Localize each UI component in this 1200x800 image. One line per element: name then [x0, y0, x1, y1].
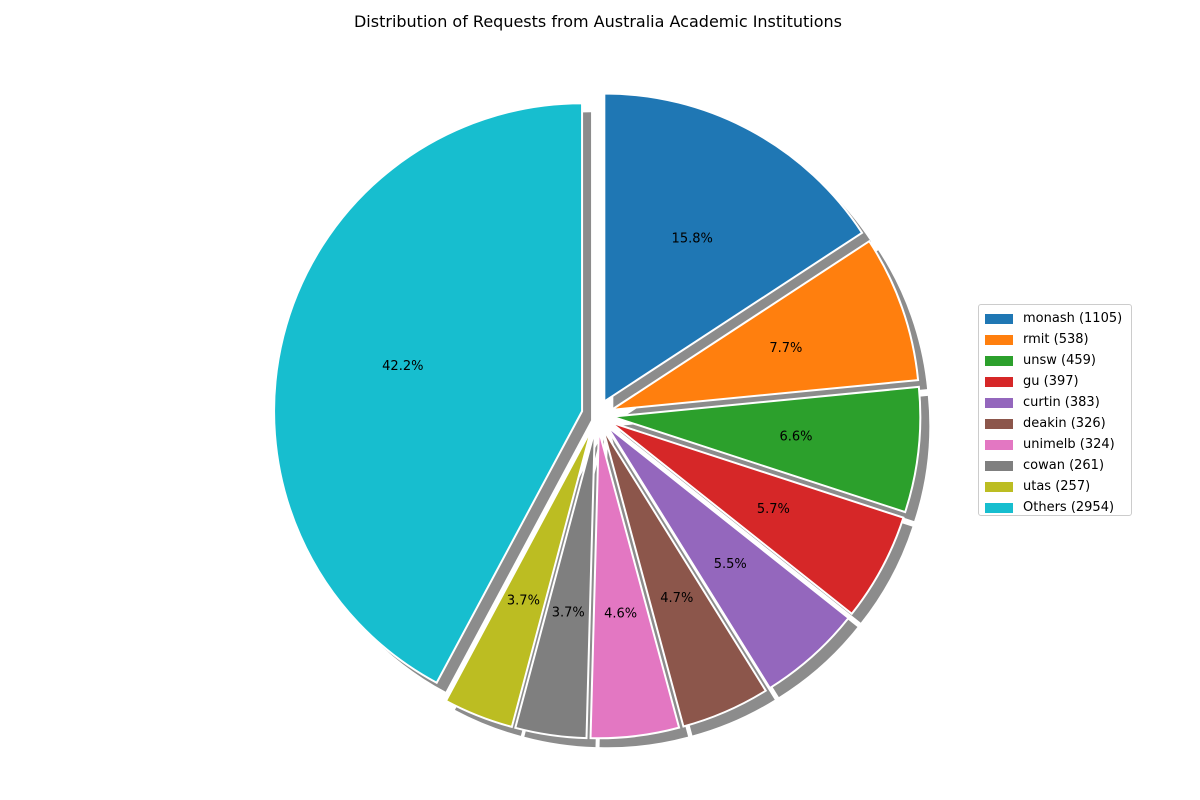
legend-item: cowan (261): [985, 455, 1131, 476]
legend-label: cowan (261): [1023, 458, 1105, 473]
pie-slices: [273, 92, 922, 740]
legend: monash (1105) rmit (538) unsw (459) gu (397…: [978, 304, 1132, 516]
pie-slice: [609, 421, 905, 616]
legend-item: unimelb (324): [985, 434, 1131, 455]
legend-item: rmit (538): [985, 329, 1131, 350]
legend-swatch: [985, 418, 1013, 429]
legend-swatch: [985, 334, 1013, 345]
percent-label: 7.7%: [769, 341, 802, 356]
percent-label: 4.6%: [604, 606, 637, 621]
pie-slice: [602, 428, 768, 728]
pie-slice: [603, 92, 864, 404]
percent-label: 6.6%: [779, 429, 812, 444]
legend-item: gu (397): [985, 371, 1131, 392]
pie-slice: [273, 102, 584, 685]
percent-label: 42.2%: [382, 359, 423, 374]
legend-label: monash (1105): [1023, 311, 1123, 326]
percent-label: 5.7%: [757, 502, 790, 517]
legend-swatch: [985, 313, 1013, 324]
legend-label: gu (397): [1023, 374, 1079, 389]
legend-swatch: [985, 502, 1013, 513]
legend-swatch: [985, 481, 1013, 492]
legend-item: unsw (459): [985, 350, 1131, 371]
legend-swatch: [985, 460, 1013, 471]
pie-slice: [611, 385, 922, 514]
legend-label: curtin (383): [1023, 395, 1100, 410]
legend-label: deakin (326): [1023, 416, 1106, 431]
percent-label: 3.7%: [507, 594, 540, 609]
pie-slice: [444, 428, 593, 729]
legend-label: unsw (459): [1023, 353, 1096, 368]
pie-slice: [514, 429, 596, 740]
legend-label: utas (257): [1023, 479, 1091, 494]
legend-label: rmit (538): [1023, 332, 1089, 347]
chart-title: Distribution of Requests from Australia …: [353, 12, 843, 31]
percent-labels: 15.8% 7.7% 6.6% 5.7% 5.5% 4.7% 4.6% 3.7% 3.7% 42.…: [382, 231, 812, 621]
legend-swatch: [985, 355, 1013, 366]
pie-slice: [606, 425, 850, 690]
legend-item: Others (2954): [985, 497, 1131, 518]
percent-label: 3.7%: [552, 606, 585, 621]
percent-label: 4.7%: [660, 591, 693, 606]
legend-item: deakin (326): [985, 413, 1131, 434]
percent-label: 15.8%: [672, 231, 713, 246]
percent-label: 5.5%: [714, 557, 747, 572]
legend-item: utas (257): [985, 476, 1131, 497]
legend-item: monash (1105): [985, 308, 1131, 329]
pie-slice: [610, 239, 920, 411]
legend-swatch: [985, 376, 1013, 387]
legend-label: unimelb (324): [1023, 437, 1115, 452]
pie-slice: [589, 430, 681, 740]
legend-item: curtin (383): [985, 392, 1131, 413]
legend-swatch: [985, 439, 1013, 450]
legend-swatch: [985, 397, 1013, 408]
legend-label: Others (2954): [1023, 500, 1115, 515]
